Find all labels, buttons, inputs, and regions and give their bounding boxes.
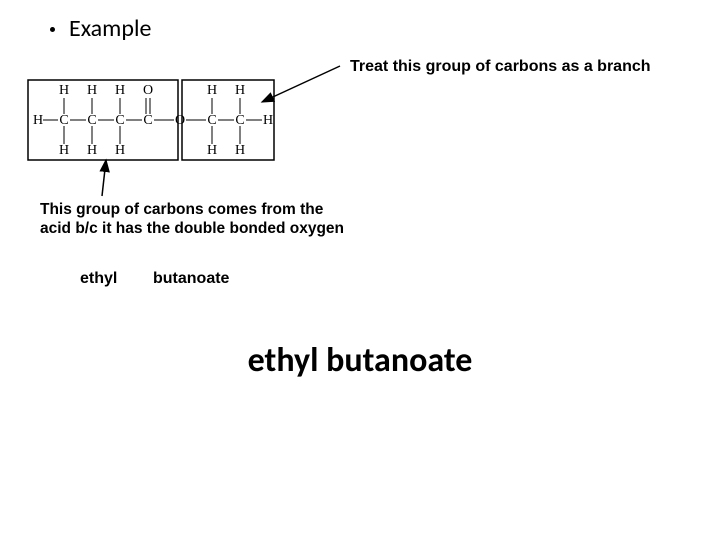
svg-text:C: C: [87, 113, 96, 128]
bullet-dot-icon: [50, 27, 55, 32]
svg-text:C: C: [115, 113, 124, 128]
svg-text:H: H: [33, 113, 43, 128]
svg-text:C: C: [59, 113, 68, 128]
svg-text:H: H: [235, 143, 245, 158]
svg-text:C: C: [143, 113, 152, 128]
svg-text:H: H: [87, 83, 97, 98]
final-compound-name: ethyl butanoate: [0, 340, 720, 381]
svg-text:H: H: [235, 83, 245, 98]
component-name-butanoate: butanoate: [153, 270, 229, 288]
chemical-structure-diagram: HHCHHCHHCHOCOHCHHCHH: [24, 78, 304, 195]
svg-text:H: H: [115, 143, 125, 158]
bullet-row: Example: [50, 14, 151, 43]
svg-text:H: H: [207, 143, 217, 158]
svg-text:H: H: [115, 83, 125, 98]
svg-text:C: C: [235, 113, 244, 128]
annotation-acid-text: This group of carbons comes from the aci…: [40, 200, 344, 239]
svg-text:H: H: [263, 113, 273, 128]
svg-text:H: H: [207, 83, 217, 98]
svg-text:C: C: [207, 113, 216, 128]
svg-text:O: O: [143, 83, 153, 98]
annotation-branch-text: Treat this group of carbons as a branch: [350, 58, 651, 76]
svg-text:O: O: [175, 113, 185, 128]
svg-text:H: H: [59, 83, 69, 98]
slide: Example Treat this group of carbons as a…: [0, 0, 720, 540]
component-name-ethyl: ethyl: [80, 270, 117, 288]
bullet-text: Example: [69, 14, 151, 43]
svg-text:H: H: [59, 143, 69, 158]
svg-text:H: H: [87, 143, 97, 158]
